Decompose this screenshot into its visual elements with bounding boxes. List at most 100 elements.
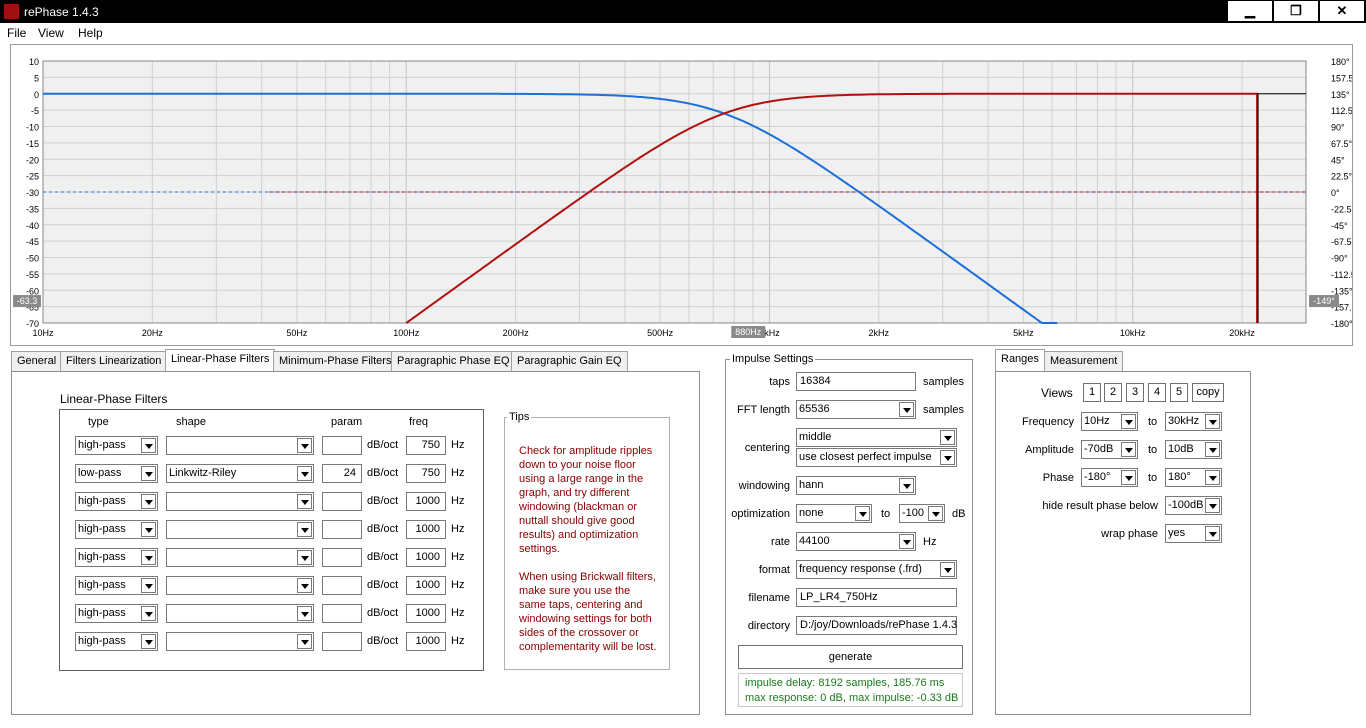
freq-to-select[interactable]: 30kHz (1165, 412, 1222, 431)
chevron-down-icon (141, 438, 156, 453)
view-4-button[interactable]: 4 (1148, 383, 1166, 402)
filter-param-input[interactable] (322, 548, 362, 567)
response-graph[interactable]: 10 5 0 -5 -10 -15 -20 -25 -30 -35 -40 -45 -50 -55 -60-… (10, 44, 1353, 346)
filter-shape-select[interactable] (166, 520, 314, 539)
tab-filters-linearization[interactable]: Filters Linearization (60, 351, 168, 371)
optimization-db-select[interactable]: -100 (899, 504, 945, 523)
param-unit: dB/oct (367, 607, 399, 619)
filter-type-select[interactable]: high-pass (75, 492, 158, 511)
chevron-down-icon (141, 578, 156, 593)
menu-view[interactable]: View (38, 26, 64, 40)
filter-type-select[interactable]: high-pass (75, 520, 158, 539)
filter-shape-select[interactable] (166, 492, 314, 511)
restore-button[interactable]: ❐ (1273, 0, 1319, 22)
tips-box: Tips Check for amplitude ripples down to … (504, 411, 670, 670)
wrap-phase-select[interactable]: yes (1165, 524, 1222, 543)
close-button[interactable]: ✕ (1319, 0, 1365, 22)
filter-param-input[interactable] (322, 520, 362, 539)
tab-paragraphic-gain-eq[interactable]: Paragraphic Gain EQ (511, 351, 628, 371)
filter-freq-input[interactable]: 750 (406, 464, 446, 483)
phase-to-label: to (1148, 472, 1158, 484)
minimize-button[interactable]: ▁ (1227, 0, 1273, 22)
tab-measurement[interactable]: Measurement (1044, 351, 1124, 371)
rate-select[interactable]: 44100 (796, 532, 916, 551)
fft-length-select[interactable]: 65536 (796, 400, 916, 419)
param-unit: dB/oct (367, 467, 399, 479)
filter-type-select[interactable]: low-pass (75, 464, 158, 483)
filter-shape-select[interactable] (166, 632, 314, 651)
view-1-button[interactable]: 1 (1083, 383, 1101, 402)
directory-input[interactable]: D:/joy/Downloads/rePhase 1.4.3 (796, 616, 957, 635)
chevron-down-icon (297, 438, 312, 453)
centering-mode-select[interactable]: use closest perfect impulse (796, 448, 957, 467)
filter-shape-select[interactable] (166, 548, 314, 567)
tips-title: Tips (507, 411, 532, 423)
y-tick-right: -135° (1331, 286, 1352, 296)
filter-shape-select[interactable] (166, 436, 314, 455)
y-tick-right: -45° (1331, 221, 1348, 231)
filter-freq-input[interactable]: 1000 (406, 548, 446, 567)
filter-freq-input[interactable]: 1000 (406, 492, 446, 511)
filter-shape-select[interactable] (166, 576, 314, 595)
freq-from-select[interactable]: 10Hz (1081, 412, 1138, 431)
y-tick-right: 45° (1331, 155, 1345, 165)
filter-freq-input[interactable]: 1000 (406, 632, 446, 651)
filter-param-input[interactable] (322, 604, 362, 623)
centering-select[interactable]: middle (796, 428, 957, 447)
view-3-button[interactable]: 3 (1126, 383, 1144, 402)
format-select[interactable]: frequency response (.frd) (796, 560, 957, 579)
filter-param-input[interactable] (322, 576, 362, 595)
generate-button[interactable]: generate (738, 645, 963, 669)
taps-input[interactable]: 16384 (796, 372, 916, 391)
filter-freq-input[interactable]: 1000 (406, 576, 446, 595)
freq-unit: Hz (451, 495, 465, 507)
view-2-button[interactable]: 2 (1104, 383, 1122, 402)
y-tick-right: -90° (1331, 254, 1348, 264)
y-tick-right: -67.5° (1331, 237, 1352, 247)
chevron-down-icon (928, 506, 943, 521)
filter-param-input[interactable] (322, 632, 362, 651)
filter-shape-select[interactable] (166, 604, 314, 623)
param-unit: dB/oct (367, 523, 399, 535)
filter-shape-select[interactable]: Linkwitz-Riley (166, 464, 314, 483)
filter-type-select[interactable]: high-pass (75, 436, 158, 455)
hide-phase-select[interactable]: -100dB (1165, 496, 1222, 515)
menu-file[interactable]: File (7, 26, 27, 40)
filter-type-select[interactable]: high-pass (75, 576, 158, 595)
y-tick-left: -20 (26, 155, 39, 165)
tab-general[interactable]: General (11, 351, 63, 371)
filters-group: type shape param freq high-pass dB/oct 750… (59, 409, 484, 671)
amp-from-select[interactable]: -70dB (1081, 440, 1138, 459)
chevron-down-icon (141, 550, 156, 565)
amp-to-select[interactable]: 10dB (1165, 440, 1222, 459)
filter-param-input[interactable] (322, 436, 362, 455)
view-5-button[interactable]: 5 (1170, 383, 1188, 402)
title-bar: rePhase 1.4.3 ▁ ❐ ✕ (0, 0, 1366, 23)
menu-help[interactable]: Help (78, 26, 103, 40)
param-unit: dB/oct (367, 495, 399, 507)
tab-minimum-phase-filters[interactable]: Minimum-Phase Filters (273, 351, 398, 371)
filter-type-select[interactable]: high-pass (75, 548, 158, 567)
phase-from-select[interactable]: -180° (1081, 468, 1138, 487)
filter-freq-input[interactable]: 1000 (406, 604, 446, 623)
centering-label: centering (744, 442, 790, 454)
filter-type-select[interactable]: high-pass (75, 632, 158, 651)
filename-input[interactable]: LP_LR4_750Hz (796, 588, 957, 607)
chevron-down-icon (141, 522, 156, 537)
windowing-select[interactable]: hann (796, 476, 916, 495)
status-max: max response: 0 dB, max impulse: -0.33 d… (745, 692, 959, 704)
phase-to-select[interactable]: 180° (1165, 468, 1222, 487)
tab-paragraphic-phase-eq[interactable]: Paragraphic Phase EQ (391, 351, 516, 371)
graph-canvas[interactable]: 1050-5-10-15-20-25-30-35-40-45-50-55-60-… (11, 45, 1352, 345)
tab-ranges[interactable]: Ranges (995, 349, 1045, 372)
tab-linear-phase-filters[interactable]: Linear-Phase Filters (165, 349, 276, 372)
filter-freq-input[interactable]: 1000 (406, 520, 446, 539)
filter-freq-input[interactable]: 750 (406, 436, 446, 455)
optimization-select[interactable]: none (796, 504, 872, 523)
window-title: rePhase 1.4.3 (24, 5, 99, 19)
filter-type-select[interactable]: high-pass (75, 604, 158, 623)
freq-unit: Hz (451, 579, 465, 591)
filter-param-input[interactable] (322, 492, 362, 511)
filter-param-input[interactable]: 24 (322, 464, 362, 483)
copy-button[interactable]: copy (1192, 383, 1224, 402)
